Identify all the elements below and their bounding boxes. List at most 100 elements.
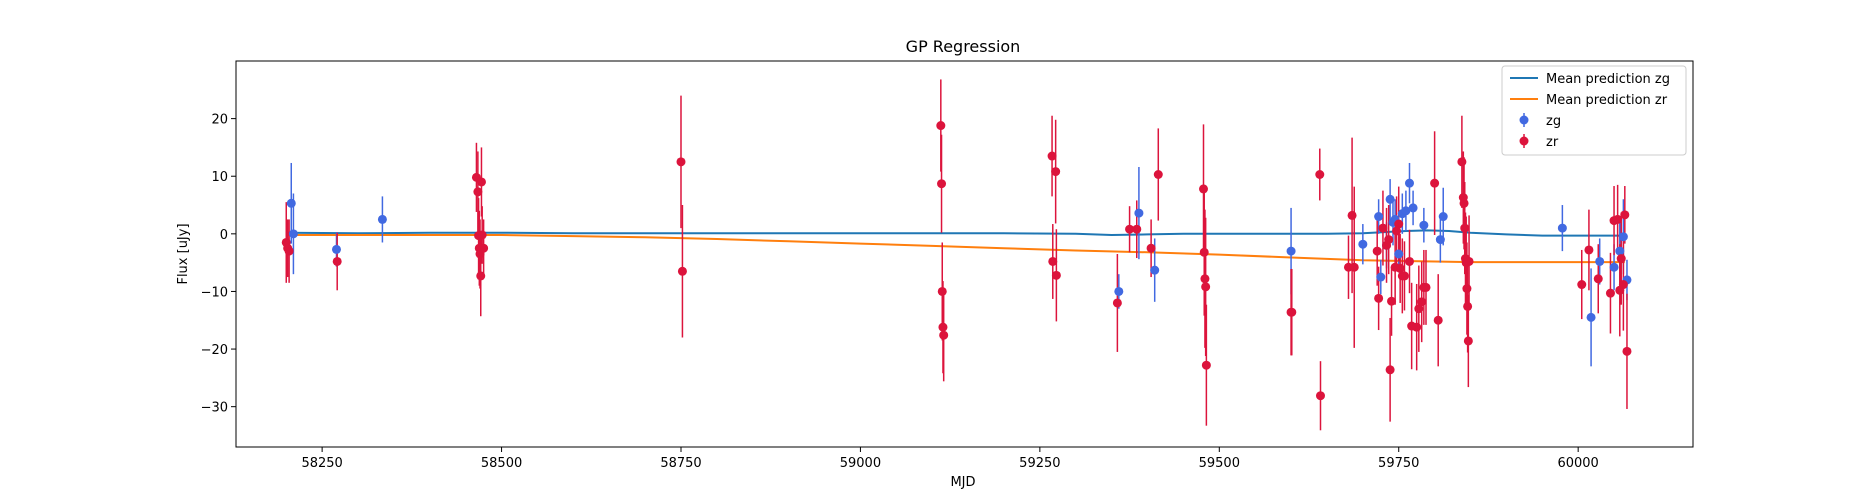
y-axis-label: Flux [uJy] <box>176 223 191 284</box>
data-point-zr <box>676 157 686 167</box>
data-point-zg <box>288 229 298 239</box>
legend-marker-zr <box>1519 136 1529 146</box>
data-point-zr <box>1618 280 1628 290</box>
data-point-zg <box>1374 212 1384 222</box>
x-tick-label: 58500 <box>481 456 522 471</box>
data-point-zr <box>1125 224 1135 234</box>
data-point-zr <box>1421 282 1431 292</box>
data-point-zr <box>479 243 489 253</box>
data-point-zr <box>1051 270 1061 280</box>
series-line-mean-prediction-zr <box>286 234 1625 264</box>
y-tick-label: 0 <box>220 228 228 243</box>
plot-area <box>281 79 1632 431</box>
data-point-zr <box>1605 288 1615 298</box>
data-point-zr <box>332 256 342 266</box>
data-point-zr <box>1613 214 1623 224</box>
data-point-zr <box>1460 223 1470 233</box>
data-point-zr <box>1200 274 1210 284</box>
data-point-zg <box>1134 208 1144 218</box>
x-axis-label: MJD <box>950 475 975 490</box>
data-point-zr <box>1404 256 1414 266</box>
x-tick-label: 59000 <box>840 456 881 471</box>
data-point-zr <box>1385 365 1395 375</box>
data-point-zr <box>477 230 487 240</box>
data-point-zr <box>1048 256 1058 266</box>
data-point-zr <box>473 187 483 197</box>
data-point-zg <box>1586 312 1596 322</box>
legend-label-zg: zg <box>1546 114 1561 129</box>
data-point-zg <box>1419 220 1429 230</box>
data-point-zr <box>1372 246 1382 256</box>
data-point-zr <box>1430 178 1440 188</box>
data-point-zg <box>1150 265 1160 275</box>
data-point-zr <box>1384 235 1394 245</box>
data-point-zg <box>331 244 341 254</box>
data-point-zr <box>1394 219 1404 229</box>
data-point-zr <box>1462 284 1472 294</box>
data-point-zr <box>284 246 294 256</box>
data-point-zr <box>1201 282 1211 292</box>
data-point-zr <box>1201 360 1211 370</box>
data-point-zg <box>1615 246 1625 256</box>
data-point-zr <box>1412 322 1422 332</box>
data-point-zr <box>1287 307 1297 317</box>
data-point-zr <box>1378 223 1388 233</box>
data-point-zg <box>1114 286 1124 296</box>
y-tick-label: −30 <box>201 401 228 416</box>
data-point-zr <box>1146 243 1156 253</box>
legend-label-zr: zr <box>1546 135 1559 150</box>
x-tick-label: 58750 <box>660 456 701 471</box>
data-point-zg <box>1358 239 1368 249</box>
data-point-zr <box>1374 293 1384 303</box>
data-point-zr <box>1622 346 1632 356</box>
data-point-zg <box>1438 212 1448 222</box>
x-tick-label: 59750 <box>1378 456 1419 471</box>
data-point-zr <box>936 121 946 131</box>
data-point-zg <box>1557 223 1567 233</box>
x-tick-label: 60000 <box>1557 456 1598 471</box>
y-tick-label: −10 <box>201 285 228 300</box>
data-point-zr <box>1457 157 1467 167</box>
data-point-zr <box>939 330 949 340</box>
y-tick-label: 10 <box>211 170 228 185</box>
data-point-zg <box>1609 262 1619 272</box>
data-point-zr <box>1395 263 1405 273</box>
data-point-zr <box>937 179 947 189</box>
data-point-zr <box>1593 274 1603 284</box>
data-point-zr <box>1399 271 1409 281</box>
x-tick-label: 58250 <box>301 456 342 471</box>
series-line-mean-prediction-zg <box>286 229 1625 237</box>
data-point-zr <box>1199 247 1209 257</box>
data-point-zg <box>286 198 296 208</box>
data-point-zr <box>1417 297 1427 307</box>
data-point-zr <box>677 266 687 276</box>
data-point-zr <box>1112 298 1122 308</box>
data-point-zr <box>1392 226 1402 236</box>
data-point-zr <box>1414 304 1424 314</box>
legend-marker-zg <box>1519 115 1529 125</box>
data-point-zr <box>476 271 486 281</box>
data-point-zg <box>1376 272 1386 282</box>
axes-frame <box>235 60 1694 448</box>
data-point-zr <box>938 322 948 332</box>
data-point-zg <box>1618 232 1628 242</box>
data-point-zr <box>1315 391 1325 401</box>
data-point-zg <box>1286 246 1296 256</box>
data-point-zr <box>1051 167 1061 177</box>
data-point-zr <box>1463 336 1473 346</box>
data-point-zg <box>1404 178 1414 188</box>
legend-box <box>1501 65 1687 156</box>
data-point-zg <box>1385 194 1395 204</box>
data-point-zr <box>1199 184 1209 194</box>
x-tick-label: 59500 <box>1199 456 1240 471</box>
y-axis-ticks: 20 10 0 −10 −20 −30 <box>201 113 236 416</box>
data-point-layer <box>281 121 1632 401</box>
data-point-zr <box>1620 210 1630 220</box>
data-point-zr <box>1349 262 1359 272</box>
data-point-zg <box>377 214 387 224</box>
chart-title: GP Regression <box>906 37 1021 56</box>
legend: Mean prediction zg Mean prediction zr zg… <box>1501 65 1687 156</box>
y-tick-label: −20 <box>201 343 228 358</box>
data-point-zg <box>1394 249 1404 259</box>
